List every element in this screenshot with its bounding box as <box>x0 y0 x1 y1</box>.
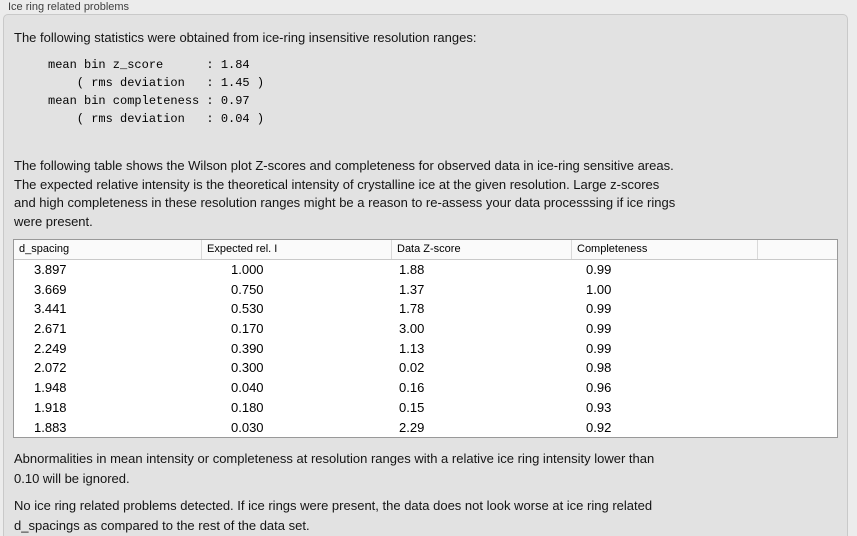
panel-title: Ice ring related problems <box>8 1 130 13</box>
table-cell: 2.072 <box>34 360 67 376</box>
table-cell: 0.93 <box>586 399 612 415</box>
table-cell: 2.29 <box>399 419 425 435</box>
table-cell: 3.897 <box>34 262 67 277</box>
table-row[interactable]: 1.918 0.180 0.15 0.93 <box>14 398 837 418</box>
table-description-text: The following table shows the Wilson plo… <box>14 158 676 229</box>
table-body: 3.897 1.000 1.88 0.99 3.669 0.750 1.37 1.00 3.44… <box>14 260 837 437</box>
ignore-threshold-note: Abnormalities in mean intensity or compl… <box>14 451 655 486</box>
stats-intro-text: The following statistics were obtained f… <box>14 30 477 45</box>
table-cell: 0.750 <box>231 281 264 297</box>
table-cell: 0.040 <box>231 380 264 396</box>
column-header-completeness[interactable]: Completeness <box>571 240 757 259</box>
table-cell: 0.170 <box>231 321 264 337</box>
table-cell: 0.180 <box>231 399 264 415</box>
table-cell: 1.88 <box>399 262 425 277</box>
table-row[interactable]: 1.883 0.030 2.29 0.92 <box>14 418 837 438</box>
table-row[interactable]: 3.669 0.750 1.37 1.00 <box>14 280 837 300</box>
table-row[interactable]: 3.441 0.530 1.78 0.99 <box>14 299 837 319</box>
table-cell: 1.00 <box>586 281 612 297</box>
table-cell: 0.02 <box>399 360 425 376</box>
table-cell: 0.15 <box>399 399 425 415</box>
table-cell: 0.390 <box>231 340 264 356</box>
table-row[interactable]: 2.249 0.390 1.13 0.99 <box>14 339 837 359</box>
table-cell: 1.13 <box>399 340 425 356</box>
table-cell: 3.441 <box>34 301 67 317</box>
table-row[interactable]: 1.948 0.040 0.16 0.96 <box>14 378 837 398</box>
bin-statistics-block: mean bin z_score : 1.84 ( rms deviation … <box>48 58 265 126</box>
table-cell: 1.000 <box>231 262 264 277</box>
ice-ring-table: d_spacing Expected rel. I Data Z-score Comp… <box>13 239 838 439</box>
table-cell: 0.530 <box>231 301 264 317</box>
column-header-data-z-score[interactable]: Data Z-score <box>391 240 571 259</box>
table-cell: 0.030 <box>231 419 264 435</box>
table-cell: 2.671 <box>34 321 67 337</box>
conclusion-text: No ice ring related problems detected. I… <box>14 498 653 533</box>
table-cell: 1.918 <box>34 399 67 415</box>
table-cell: 0.99 <box>586 301 612 317</box>
table-cell: 0.99 <box>586 262 612 277</box>
table-cell: 0.16 <box>399 380 425 396</box>
column-header-expected-rel-i[interactable]: Expected rel. I <box>201 240 391 259</box>
table-cell: 0.92 <box>586 419 612 435</box>
table-cell: 3.669 <box>34 281 67 297</box>
table-row[interactable]: 2.072 0.300 0.02 0.98 <box>14 358 837 378</box>
column-header-spacer <box>757 240 837 259</box>
table-cell: 1.948 <box>34 380 67 396</box>
table-row[interactable]: 3.897 1.000 1.88 0.99 <box>14 260 837 280</box>
table-cell: 0.96 <box>586 380 612 396</box>
table-row[interactable]: 2.671 0.170 3.00 0.99 <box>14 319 837 339</box>
table-cell: 0.99 <box>586 321 612 337</box>
table-cell: 3.00 <box>399 321 425 337</box>
table-cell: 0.98 <box>586 360 612 376</box>
column-header-d-spacing[interactable]: d_spacing <box>19 243 70 255</box>
table-header: d_spacing Expected rel. I Data Z-score Comp… <box>14 240 837 260</box>
table-cell: 1.37 <box>399 281 425 297</box>
table-cell: 2.249 <box>34 340 67 356</box>
table-cell: 0.99 <box>586 340 612 356</box>
table-cell: 1.78 <box>399 301 425 317</box>
table-cell: 0.300 <box>231 360 264 376</box>
table-cell: 1.883 <box>34 419 67 435</box>
